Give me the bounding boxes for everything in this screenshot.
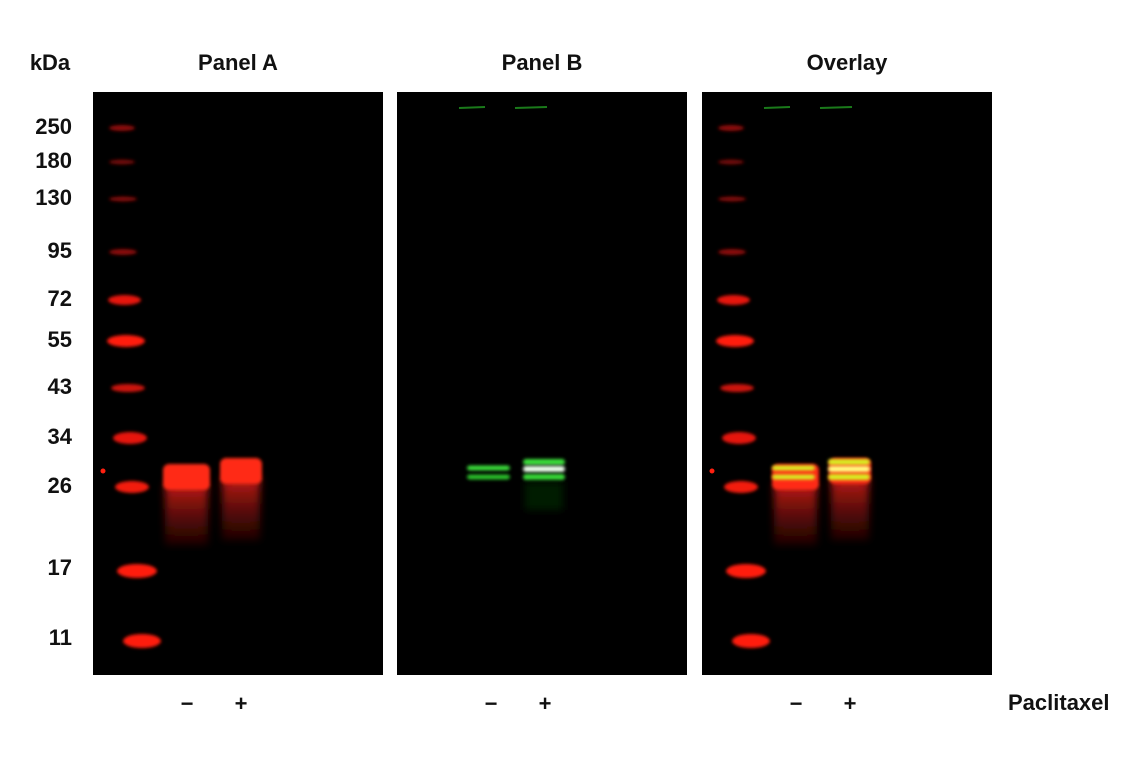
well-band — [514, 106, 548, 109]
lane-label: − — [181, 691, 194, 716]
well-band — [763, 106, 791, 109]
ladder-band — [716, 335, 754, 347]
green-band — [467, 465, 510, 471]
blot-background — [702, 92, 992, 675]
green-band — [523, 474, 565, 480]
ladder-band — [117, 564, 157, 578]
green-band — [467, 474, 510, 480]
marker-label: 130 — [35, 185, 72, 210]
ladder-band — [109, 125, 135, 131]
ladder-band — [718, 159, 744, 165]
sample-smear — [222, 478, 260, 540]
green-band — [828, 466, 870, 472]
blot-panel: Panel B − + — [397, 50, 687, 716]
lane-label: − — [485, 691, 498, 716]
sample-band — [220, 458, 262, 484]
marker-label: 55 — [48, 327, 72, 352]
panel-title: Overlay — [807, 50, 888, 75]
ladder-band — [720, 384, 754, 392]
well-band — [458, 106, 486, 109]
ladder-band — [123, 634, 161, 648]
ladder-band — [726, 564, 766, 578]
sample-smear — [831, 478, 869, 540]
marker-label: 72 — [48, 286, 72, 311]
lane-label: + — [844, 691, 857, 716]
ladder-band — [111, 384, 145, 392]
ladder-band — [732, 634, 770, 648]
marker-label: 180 — [35, 148, 72, 173]
ladder-band — [717, 295, 750, 305]
green-smear — [525, 482, 563, 510]
sample-smear — [774, 484, 817, 545]
ladder-band — [107, 335, 145, 347]
sample-smear — [165, 484, 208, 545]
panel-title: Panel A — [198, 50, 278, 75]
ladder-band — [108, 295, 141, 305]
lane-label: + — [235, 691, 248, 716]
ladder-band — [722, 432, 756, 444]
marker-label: 34 — [48, 424, 73, 449]
ladder-band — [718, 249, 746, 255]
green-band — [772, 474, 815, 480]
blot-background — [93, 92, 383, 675]
sample-band — [163, 464, 210, 490]
ladder-band — [718, 196, 746, 202]
green-band — [772, 465, 815, 471]
treatment-label: Paclitaxel — [1008, 690, 1110, 715]
green-band — [828, 474, 870, 480]
ladder-band — [109, 159, 135, 165]
marker-label: 250 — [35, 114, 72, 139]
green-band — [523, 459, 565, 465]
ladder-band — [109, 196, 137, 202]
ladder-band — [718, 125, 744, 131]
marker-label: 43 — [48, 374, 72, 399]
green-band — [523, 466, 565, 472]
marker-label: 11 — [49, 625, 72, 650]
well-band — [819, 106, 853, 109]
ladder-dot — [100, 468, 106, 474]
ladder-band — [113, 432, 147, 444]
blot-panel: Overlay − + — [702, 50, 992, 716]
ladder-band — [724, 481, 758, 493]
marker-label: 17 — [48, 555, 72, 580]
lane-label: + — [539, 691, 552, 716]
green-band — [828, 459, 870, 465]
marker-label: 95 — [48, 238, 72, 263]
panel-title: Panel B — [502, 50, 583, 75]
ladder-dot — [709, 468, 715, 474]
ladder-band — [115, 481, 149, 493]
kda-label: kDa — [30, 50, 71, 75]
ladder-band — [109, 249, 137, 255]
blot-panel: Panel A − + — [93, 50, 383, 716]
marker-label: 26 — [48, 473, 72, 498]
lane-label: − — [790, 691, 803, 716]
blot-background — [397, 92, 687, 675]
